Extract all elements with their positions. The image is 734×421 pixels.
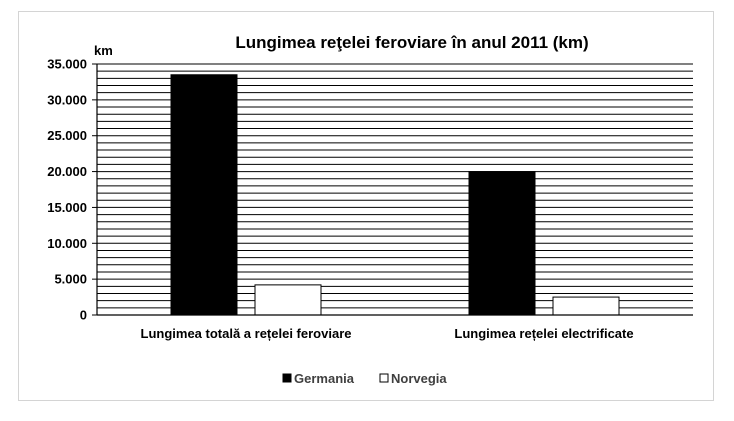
- x-category-label: Lungimea totală a rețelei feroviare: [141, 326, 352, 341]
- chart-frame: [18, 11, 714, 401]
- legend-label-norvegia: Norvegia: [391, 371, 447, 386]
- bar-germania: [468, 171, 536, 316]
- y-tick-label: 30.000: [47, 92, 87, 107]
- legend-swatch-germania: [282, 373, 292, 383]
- x-category-label: Lungimea rețelei electrificate: [454, 326, 633, 341]
- y-tick-label: 5.000: [54, 272, 87, 287]
- legend-label-germania: Germania: [294, 371, 355, 386]
- y-axis-label: km: [94, 43, 113, 58]
- y-tick-label: 0: [80, 308, 87, 323]
- legend: Germania Norvegia: [282, 371, 447, 386]
- y-tick-label: 15.000: [47, 200, 87, 215]
- y-tick-label: 35.000: [47, 57, 87, 72]
- bar-germania: [170, 74, 238, 316]
- y-tick-label: 10.000: [47, 236, 87, 251]
- y-tick-label: 25.000: [47, 128, 87, 143]
- y-tick-label: 20.000: [47, 164, 87, 179]
- chart-title: Lungimea reţelei feroviare în anul 2011 …: [235, 33, 588, 52]
- x-axis-categories: Lungimea totală a rețelei feroviare Lungi…: [141, 326, 634, 341]
- bar-norvegia: [552, 296, 620, 316]
- legend-swatch-norvegia: [379, 373, 389, 383]
- bar-norvegia: [254, 284, 322, 316]
- y-axis-ticks: 0 5.000 10.000 15.000 20.000 25.000 30.000 35.0…: [47, 57, 97, 323]
